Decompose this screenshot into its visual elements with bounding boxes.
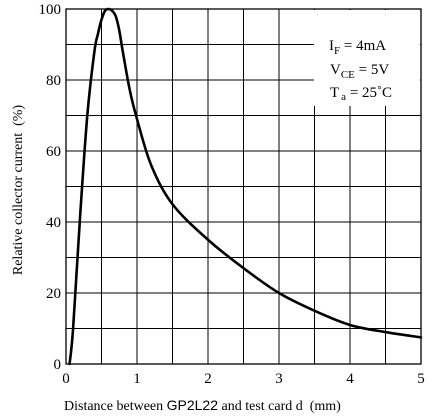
x-tick-label: 1 xyxy=(133,371,141,387)
plot-frame xyxy=(65,8,422,365)
y-axis-label: Relative collector current (%) xyxy=(11,105,26,276)
x-tick-label: 0 xyxy=(62,371,70,387)
x-tick-label: 3 xyxy=(275,371,283,387)
y-tick-label: 0 xyxy=(54,357,62,373)
series-line xyxy=(68,7,423,366)
conditions-box xyxy=(314,10,420,106)
x-tick-label: 2 xyxy=(204,371,212,387)
x-tick-label: 4 xyxy=(346,371,354,387)
x-axis-label: Distance between GP2L22 and test card d … xyxy=(64,397,341,414)
x-tick-labels: 0 1 2 3 4 5 xyxy=(62,371,425,387)
y-tick-labels: 0 20 40 60 80 100 xyxy=(39,2,62,373)
grid-lines xyxy=(66,9,421,364)
condition-if: IF = 4mA xyxy=(329,38,386,57)
y-tick-label: 80 xyxy=(46,73,61,89)
y-tick-label: 40 xyxy=(46,215,61,231)
x-tick-label: 5 xyxy=(417,371,425,387)
y-tick-label: 20 xyxy=(46,286,61,302)
y-tick-label: 100 xyxy=(39,2,62,18)
condition-vce: VCE = 5V xyxy=(330,62,389,81)
y-tick-label: 60 xyxy=(46,144,61,160)
